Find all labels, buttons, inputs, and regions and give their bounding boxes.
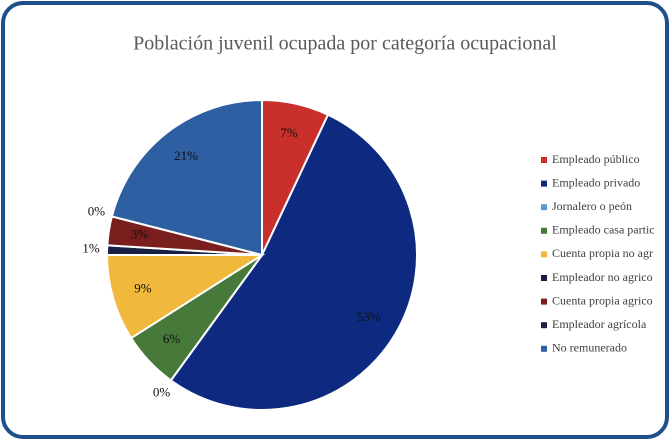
legend: Empleado público Empleado privado Jornaler… (541, 152, 655, 355)
chart-title: Población juvenil ocupada por categoría … (133, 33, 557, 55)
legend-swatch (541, 204, 547, 211)
pie-slice (110, 98, 263, 257)
data-label: 3% (131, 227, 149, 242)
legend-label: Jornalero o peón (552, 199, 632, 213)
data-label: 6% (163, 331, 181, 346)
data-label: 9% (134, 281, 152, 296)
legend-label: Cuenta propia agrico (552, 293, 653, 307)
data-label: 0% (88, 203, 106, 218)
legend-label: Empleador agrícola (552, 317, 647, 331)
pie-slice (105, 254, 266, 340)
legend-swatch (541, 227, 547, 234)
legend-label: Empleado casa partic (552, 223, 655, 237)
legend-swatch (541, 345, 547, 352)
legend-label: Cuenta propia no agr (552, 246, 653, 260)
legend-label: No remunerado (552, 341, 627, 355)
data-label: 1% (82, 241, 100, 256)
data-label: 21% (174, 148, 198, 163)
legend-swatch (541, 180, 547, 187)
legend-swatch (541, 322, 547, 329)
legend-swatch (541, 251, 547, 258)
legend-swatch (541, 275, 547, 281)
legend-swatch (541, 298, 547, 305)
legend-label: Empleador no agrico (552, 270, 653, 284)
legend-label: Empleado público (552, 152, 640, 166)
legend-label: Empleado privado (552, 175, 640, 189)
pie-slice (169, 113, 418, 411)
data-label: 0% (153, 384, 171, 399)
data-label: 53% (357, 309, 381, 324)
data-label: 7% (280, 125, 298, 140)
legend-swatch (541, 157, 547, 163)
